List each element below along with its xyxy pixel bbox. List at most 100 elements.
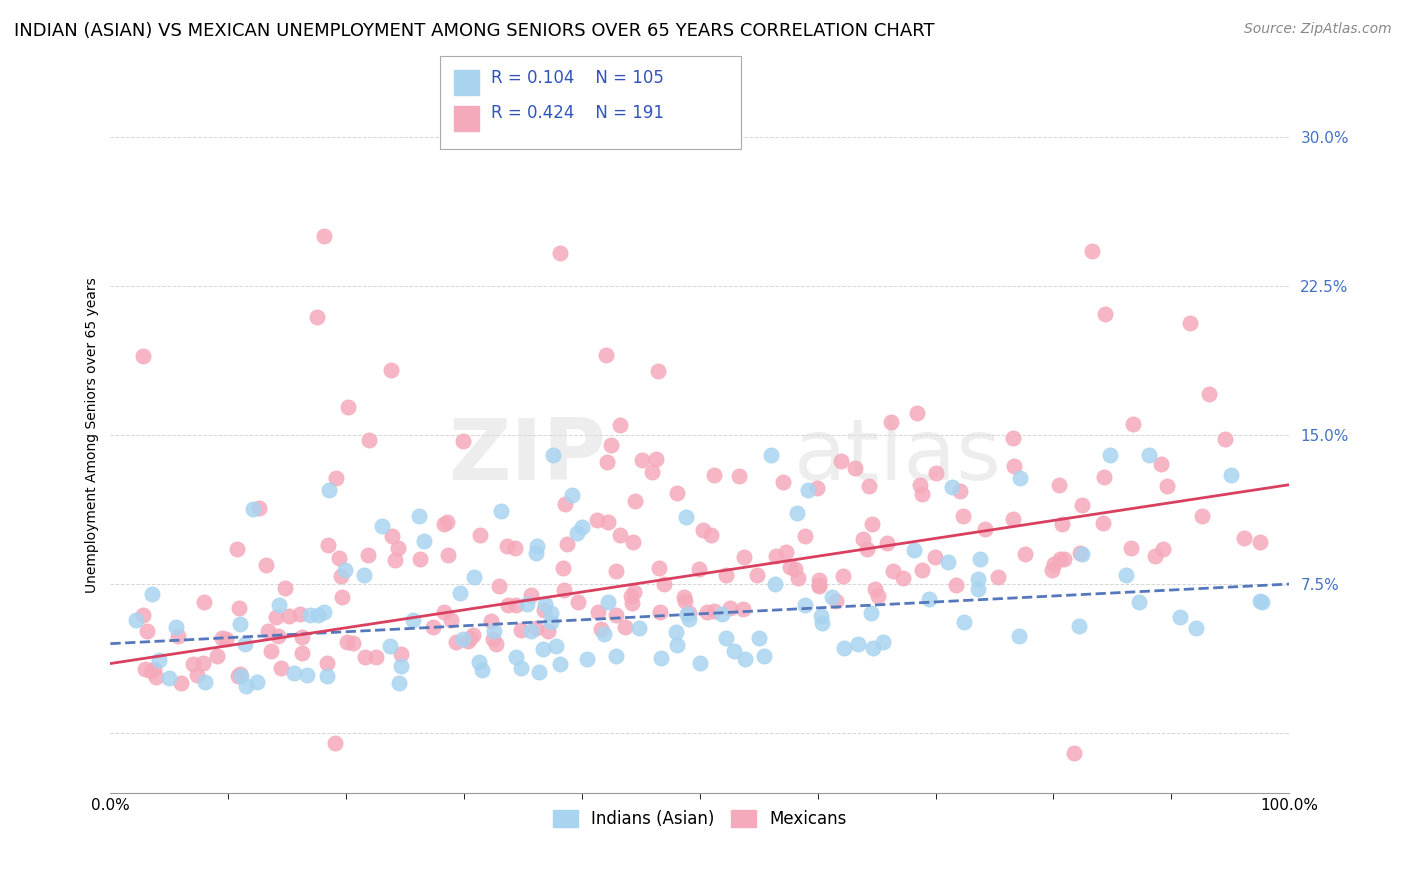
Point bbox=[953, 615, 976, 630]
Text: ZIP: ZIP bbox=[447, 415, 606, 498]
Point bbox=[357, 548, 380, 562]
Point bbox=[673, 594, 696, 608]
Point bbox=[260, 643, 283, 657]
Point bbox=[856, 541, 879, 556]
Point bbox=[432, 606, 454, 620]
Point bbox=[226, 669, 249, 683]
Point bbox=[553, 582, 575, 597]
Point bbox=[371, 518, 394, 533]
Point bbox=[488, 579, 510, 593]
Point bbox=[1119, 541, 1142, 555]
Point bbox=[586, 606, 609, 620]
Point bbox=[948, 484, 970, 499]
Point bbox=[723, 644, 745, 658]
Point bbox=[1152, 541, 1174, 556]
Point bbox=[605, 648, 627, 663]
Point bbox=[157, 671, 180, 685]
Point bbox=[337, 400, 360, 414]
Point bbox=[605, 564, 627, 578]
Point bbox=[235, 679, 257, 693]
Point bbox=[389, 648, 412, 662]
Text: INDIAN (ASIAN) VS MEXICAN UNEMPLOYMENT AMONG SENIORS OVER 65 YEARS CORRELATION C: INDIAN (ASIAN) VS MEXICAN UNEMPLOYMENT A… bbox=[14, 22, 935, 40]
Point bbox=[412, 534, 434, 549]
Point bbox=[142, 663, 165, 677]
Point bbox=[228, 601, 250, 615]
Point bbox=[165, 620, 187, 634]
Point bbox=[1128, 595, 1150, 609]
Point bbox=[718, 601, 741, 615]
Point bbox=[807, 574, 830, 588]
Point bbox=[644, 452, 666, 467]
Point bbox=[703, 468, 725, 483]
Point bbox=[274, 581, 297, 595]
Point bbox=[330, 569, 353, 583]
Text: R = 0.104    N = 105: R = 0.104 N = 105 bbox=[491, 69, 664, 87]
Point bbox=[193, 594, 215, 608]
Point bbox=[357, 433, 380, 447]
Point bbox=[688, 562, 710, 576]
Point bbox=[1185, 622, 1208, 636]
Point bbox=[336, 635, 359, 649]
Point bbox=[609, 418, 631, 433]
Point bbox=[605, 608, 627, 623]
Point bbox=[278, 608, 301, 623]
Point bbox=[862, 641, 884, 656]
Point bbox=[872, 635, 894, 649]
Point bbox=[440, 613, 463, 627]
Point bbox=[408, 508, 430, 523]
Point bbox=[567, 595, 589, 609]
Point bbox=[211, 632, 233, 646]
Point bbox=[1001, 511, 1024, 525]
Point bbox=[624, 493, 647, 508]
Point bbox=[613, 620, 636, 634]
Point bbox=[714, 567, 737, 582]
Point bbox=[619, 589, 641, 603]
Point bbox=[510, 661, 533, 675]
Point bbox=[1122, 417, 1144, 431]
Point bbox=[541, 448, 564, 462]
Point bbox=[765, 549, 787, 563]
Point bbox=[526, 621, 548, 635]
Point bbox=[141, 586, 163, 600]
Point bbox=[747, 568, 769, 582]
Point bbox=[540, 615, 562, 629]
Point bbox=[565, 526, 588, 541]
Point bbox=[388, 675, 411, 690]
Point bbox=[623, 584, 645, 599]
Point bbox=[183, 657, 205, 671]
Point bbox=[205, 648, 228, 663]
Point bbox=[825, 594, 848, 608]
Point bbox=[305, 310, 328, 324]
Point bbox=[941, 479, 963, 493]
Point bbox=[354, 650, 377, 665]
Point bbox=[903, 543, 925, 558]
Point bbox=[380, 639, 402, 653]
Point bbox=[727, 468, 749, 483]
Point bbox=[575, 652, 598, 666]
Point bbox=[609, 528, 631, 542]
Point bbox=[384, 553, 406, 567]
Point bbox=[496, 598, 519, 612]
Point bbox=[1092, 470, 1115, 484]
Point bbox=[409, 552, 432, 566]
Point bbox=[267, 629, 290, 643]
Point bbox=[628, 621, 651, 635]
Point bbox=[652, 577, 675, 591]
Point bbox=[125, 613, 148, 627]
Point bbox=[830, 454, 852, 468]
Point bbox=[846, 637, 869, 651]
Point bbox=[1010, 470, 1032, 484]
Point bbox=[353, 567, 375, 582]
Point bbox=[1156, 479, 1178, 493]
Point bbox=[621, 535, 644, 549]
Point bbox=[598, 595, 620, 609]
Point bbox=[858, 479, 880, 493]
Point bbox=[966, 582, 988, 597]
Point bbox=[786, 506, 808, 520]
Point bbox=[291, 630, 314, 644]
Y-axis label: Unemployment Among Seniors over 65 years: Unemployment Among Seniors over 65 years bbox=[86, 277, 100, 593]
Point bbox=[880, 415, 903, 429]
Point bbox=[593, 626, 616, 640]
Point bbox=[648, 605, 671, 619]
Point bbox=[186, 668, 208, 682]
